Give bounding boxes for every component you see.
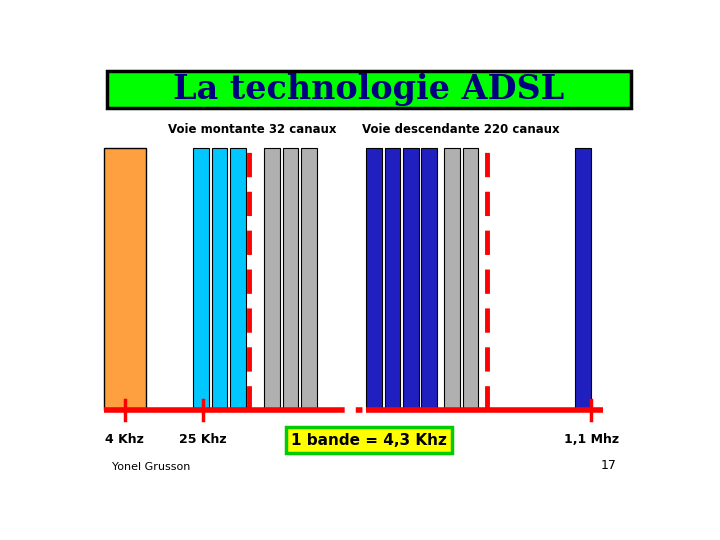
Bar — [264, 148, 280, 410]
Bar — [421, 148, 437, 410]
Text: La technologie ADSL: La technologie ADSL — [174, 73, 564, 106]
Bar — [463, 148, 478, 410]
Bar — [107, 71, 631, 109]
Bar — [230, 148, 246, 410]
Bar — [384, 148, 400, 410]
Bar — [282, 148, 298, 410]
Text: Voie descendante 220 canaux: Voie descendante 220 canaux — [362, 123, 560, 136]
Bar — [301, 148, 317, 410]
Text: 17: 17 — [601, 460, 617, 472]
Bar — [212, 148, 228, 410]
Text: 1,1 Mhz: 1,1 Mhz — [564, 433, 618, 446]
Bar — [366, 148, 382, 410]
Bar — [575, 148, 591, 410]
Text: 4 Khz: 4 Khz — [105, 433, 144, 446]
Text: Voie montante 32 canaux: Voie montante 32 canaux — [168, 123, 336, 136]
Text: Yonel Grusson: Yonel Grusson — [112, 462, 191, 472]
Text: 25 Khz: 25 Khz — [179, 433, 227, 446]
Bar — [104, 148, 145, 410]
Bar — [403, 148, 418, 410]
Bar — [444, 148, 460, 410]
Text: 1 bande = 4,3 Khz: 1 bande = 4,3 Khz — [291, 433, 447, 448]
Bar — [193, 148, 209, 410]
